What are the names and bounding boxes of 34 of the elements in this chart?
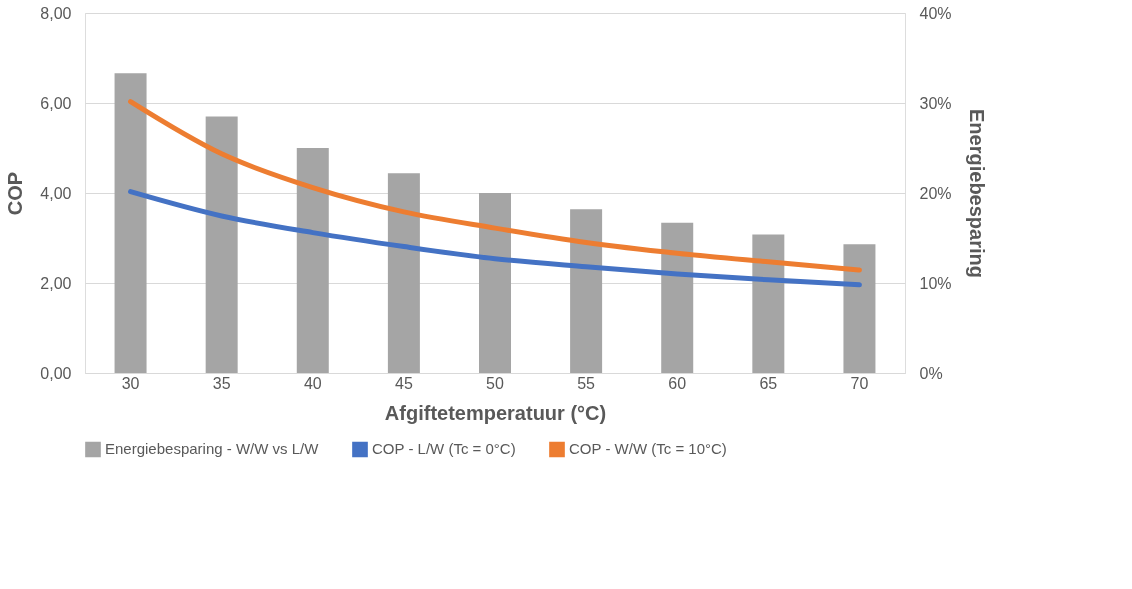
bar: [843, 244, 876, 373]
x-tick-label: 60: [668, 374, 687, 392]
bar: [296, 148, 329, 373]
x-tick-label: 45: [394, 374, 413, 392]
bar: [752, 234, 785, 373]
bar: [205, 116, 238, 373]
y-tick-label: 6,00: [40, 94, 72, 112]
y2-tick-label: 30%: [919, 94, 952, 112]
x-tick-label: 30: [121, 374, 140, 392]
x-axis-title: Afgiftetemperatuur (°C): [384, 401, 607, 424]
bar: [114, 73, 147, 373]
y-tick-label: 2,00: [40, 274, 72, 292]
bar: [570, 209, 603, 373]
legend-label: COP - W/W (Tc = 10°C): [569, 440, 727, 458]
y2-tick-label: 10%: [919, 274, 952, 292]
y2-tick-label: 20%: [919, 184, 952, 202]
y2-tick-label: 40%: [919, 4, 952, 22]
x-tick-label: 40: [303, 374, 322, 392]
y-tick-label: 4,00: [40, 184, 72, 202]
x-tick-label: 65: [759, 374, 778, 392]
y-axis-title: COP: [4, 171, 27, 216]
bar: [479, 193, 511, 373]
y-tick-label: 8,00: [40, 4, 72, 22]
y-tick-label: 0,00: [40, 364, 72, 382]
y2-axis-title: Energiebesparing: [965, 109, 988, 278]
bar: [661, 222, 694, 373]
y2-tick-label: 0%: [919, 364, 943, 382]
x-tick-label: 70: [850, 374, 869, 392]
x-tick-label: 55: [577, 374, 596, 392]
legend-label: Energiebesparing - W/W vs L/W: [105, 440, 320, 458]
x-tick-label: 35: [212, 374, 231, 392]
bar: [387, 173, 420, 373]
x-tick-label: 50: [486, 374, 504, 392]
legend-label: COP - L/W (Tc = 0°C): [372, 440, 516, 458]
